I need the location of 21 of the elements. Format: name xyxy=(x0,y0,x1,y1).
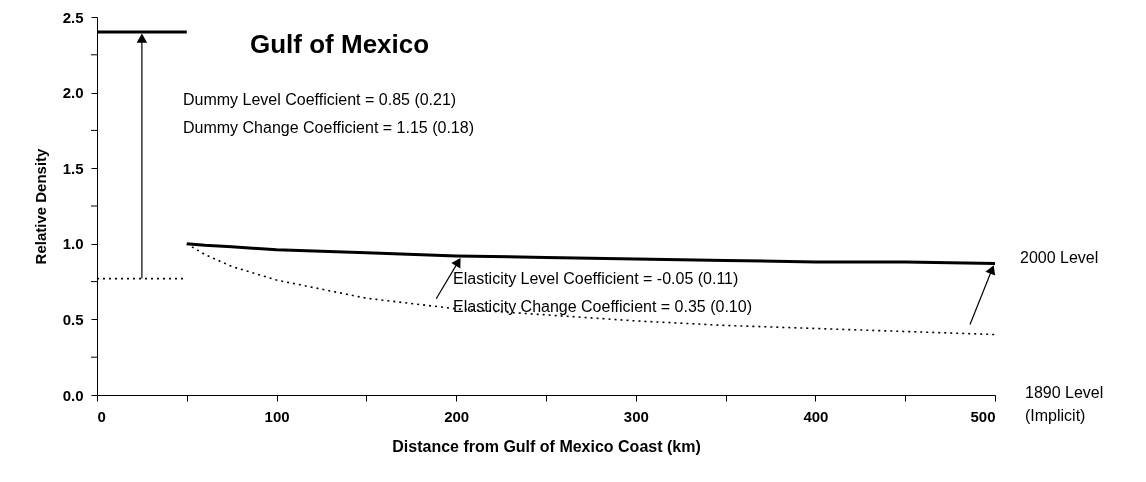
x-tick-label: 300 xyxy=(623,407,649,425)
y-tick-label: 1.0 xyxy=(62,235,84,253)
y-tick-label: 0.5 xyxy=(62,310,84,328)
text: 1890 Level (Implicit) xyxy=(1025,383,1104,424)
x-tick-label: 0 xyxy=(97,407,106,425)
y-axis-title: Relative Density xyxy=(31,147,49,265)
annotation: Dummy Level Coefficient = 0.85 (0.21) xyxy=(183,91,457,108)
y-tick-label: 0.0 xyxy=(62,386,84,404)
annotation: Elasticity Level Coefficient = -0.05 (0.11) xyxy=(453,270,739,287)
y-tick-label: 2.5 xyxy=(62,8,84,26)
x-tick-label: 100 xyxy=(264,407,290,425)
annotation: Elasticity Change Coefficient = 0.35 (0.10) xyxy=(453,298,752,315)
y-tick-label: 2.0 xyxy=(62,84,84,102)
annotation: Dummy Change Coefficient = 1.15 (0.18) xyxy=(183,119,474,136)
series-label: 2000 Level xyxy=(1020,249,1099,267)
x-tick-label: 400 xyxy=(803,407,829,425)
text: Gulf of Mexico xyxy=(250,29,430,59)
y-tick-label: 1.5 xyxy=(62,159,84,177)
x-tick-label: 500 xyxy=(970,407,996,425)
x-tick-label: 200 xyxy=(444,407,470,425)
x-axis-title: Distance from Gulf of Mexico Coast (km) xyxy=(392,437,701,455)
